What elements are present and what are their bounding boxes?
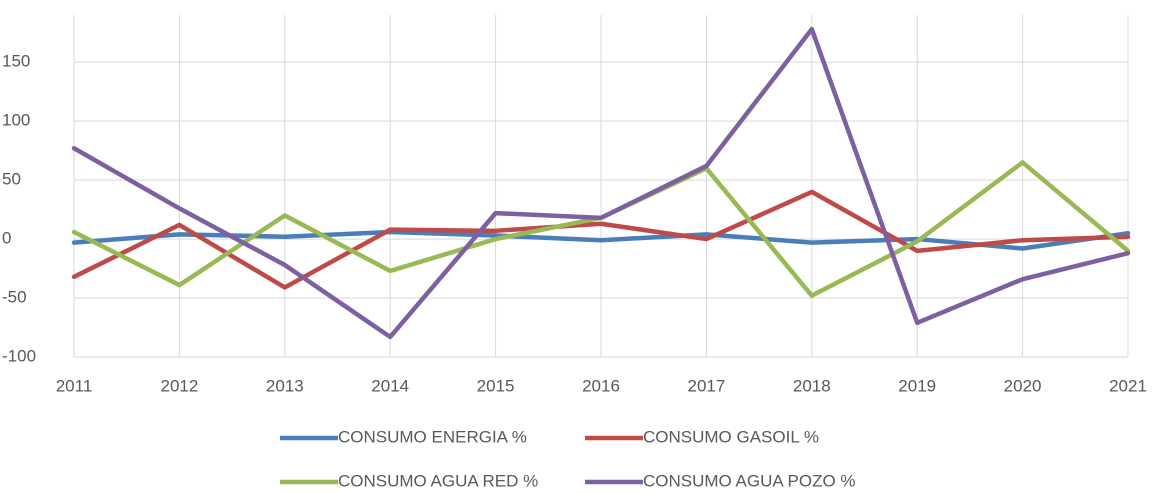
x-tick-label: 2015: [477, 376, 515, 395]
y-tick-label: -50: [2, 288, 27, 307]
x-tick-label: 2018: [793, 376, 831, 395]
y-tick-label: 0: [2, 229, 11, 248]
x-tick-label: 2014: [371, 376, 409, 395]
x-tick-label: 2020: [1004, 376, 1042, 395]
legend-label: CONSUMO GASOIL %: [643, 427, 819, 446]
y-tick-label: 50: [2, 170, 21, 189]
x-tick-label: 2012: [160, 376, 198, 395]
legend-label: CONSUMO ENERGIA %: [338, 427, 527, 446]
series-line: [71, 26, 1131, 340]
x-tick-label: 2019: [898, 376, 936, 395]
x-tick-label: 2011: [56, 376, 93, 395]
x-tick-label: 2016: [582, 376, 620, 395]
series-line: [71, 189, 1131, 290]
series-line: [71, 229, 1131, 251]
legend-label: CONSUMO AGUA RED %: [338, 471, 538, 490]
y-tick-label: 100: [2, 111, 30, 130]
x-tick-label: 2013: [266, 376, 304, 395]
legend-label: CONSUMO AGUA POZO %: [643, 471, 856, 490]
y-tick-label: 150: [2, 52, 30, 71]
y-tick-label: -100: [2, 346, 36, 365]
x-tick-label: 2021: [1109, 376, 1147, 395]
x-tick-label: 2017: [687, 376, 725, 395]
